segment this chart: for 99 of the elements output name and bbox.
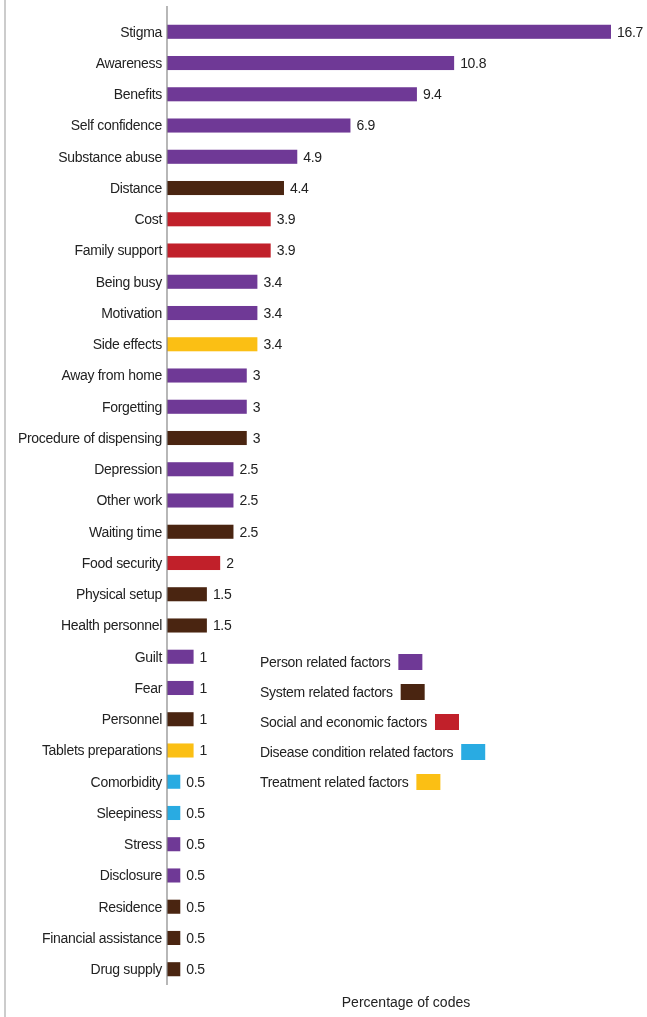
- x-axis-title: Percentage of codes: [341, 994, 471, 1010]
- bar: [167, 774, 181, 789]
- y-tick-label: Physical setup: [75, 586, 163, 603]
- y-tick-label: Procedure of dispensing: [17, 429, 162, 446]
- bar: [167, 274, 258, 289]
- data-label: 1.5: [212, 586, 232, 603]
- legend-label: Person related factors: [260, 653, 391, 670]
- data-label: 1: [199, 742, 208, 759]
- y-tick-label: Financial assistance: [41, 929, 163, 946]
- y-tick-label: Substance abuse: [58, 148, 163, 165]
- legend-label: Social and economic factors: [260, 713, 428, 730]
- y-tick-label: Motivation: [101, 304, 162, 321]
- bar: [167, 118, 351, 133]
- bar: [167, 493, 234, 508]
- y-tick-label: Health personnel: [60, 617, 163, 634]
- y-tick-label: Guilt: [134, 648, 163, 665]
- legend-label: Disease condition related factors: [260, 743, 454, 760]
- bar: [167, 87, 417, 102]
- bar: [167, 712, 194, 727]
- y-tick-label: Other work: [96, 492, 164, 509]
- y-tick-label: Away from home: [61, 367, 163, 384]
- data-label: 16.7: [617, 23, 644, 40]
- data-label: 6.9: [356, 117, 376, 134]
- bar: [167, 24, 611, 39]
- bar: [167, 899, 181, 914]
- data-label: 1: [199, 679, 208, 696]
- data-label: 0.5: [186, 773, 206, 790]
- y-tick-label: Stigma: [120, 23, 163, 40]
- y-tick-label: Sleepiness: [96, 804, 163, 821]
- data-label: 3: [252, 367, 261, 384]
- data-label: 3.9: [276, 242, 296, 259]
- bar: [167, 524, 234, 539]
- bar: [167, 212, 271, 227]
- bar: [167, 56, 455, 71]
- data-label: 9.4: [422, 86, 442, 103]
- y-tick-label: Forgetting: [101, 398, 162, 415]
- bar: [167, 180, 284, 196]
- y-tick-label: Depression: [94, 461, 162, 478]
- y-tick-label: Distance: [109, 179, 163, 196]
- y-tick-label: Cost: [134, 211, 163, 228]
- bar: [167, 837, 181, 852]
- y-tick-label: Waiting time: [89, 523, 163, 540]
- data-label: 4.4: [289, 179, 310, 196]
- bar: [167, 962, 181, 977]
- data-label: 0.5: [186, 867, 206, 884]
- bar: [167, 587, 207, 602]
- data-label: 4.9: [303, 148, 323, 165]
- legend-label: System related factors: [260, 683, 393, 700]
- data-label: 2.5: [239, 492, 259, 509]
- y-tick-label: Personnel: [101, 711, 163, 728]
- bar: [167, 399, 247, 414]
- y-tick-label: Drug supply: [90, 961, 163, 978]
- y-tick-label: Stress: [124, 836, 163, 853]
- data-label: 3.4: [263, 304, 283, 321]
- bar: [167, 555, 221, 571]
- y-tick-label: Fear: [134, 679, 163, 696]
- bar: [167, 305, 258, 321]
- data-label: 3: [252, 429, 261, 446]
- bar: [167, 930, 181, 945]
- bar: [167, 243, 271, 258]
- bar: [167, 618, 207, 633]
- data-label: 10.8: [460, 54, 487, 71]
- y-tick-label: Tablets preparations: [41, 742, 163, 759]
- data-label: 3.9: [276, 211, 296, 228]
- y-tick-label: Side effects: [92, 336, 163, 353]
- data-label: 0.5: [186, 804, 206, 821]
- y-tick-label: Benefits: [113, 86, 163, 103]
- data-label: 2: [226, 554, 235, 571]
- data-label: 0.5: [186, 898, 206, 915]
- data-label: 0.5: [186, 961, 206, 978]
- y-tick-label: Self confidence: [70, 117, 163, 134]
- data-label: 0.5: [186, 836, 206, 853]
- y-tick-label: Being busy: [95, 273, 163, 290]
- y-tick-label: Family support: [74, 242, 163, 259]
- data-label: 1.5: [212, 617, 232, 634]
- data-label: 3.4: [263, 273, 283, 290]
- data-label: 1: [199, 648, 208, 665]
- bar: [167, 430, 247, 446]
- bar: [167, 805, 181, 821]
- legend-label: Treatment related factors: [260, 773, 409, 790]
- y-tick-label: Awareness: [95, 54, 163, 71]
- y-tick-label: Disclosure: [99, 867, 163, 884]
- bar: [167, 149, 298, 164]
- bar: [167, 649, 194, 664]
- data-label: 2.5: [239, 461, 259, 478]
- y-tick-label: Comorbidity: [90, 773, 163, 790]
- bar: [167, 337, 258, 352]
- data-label: 0.5: [186, 929, 206, 946]
- bar: [167, 868, 181, 883]
- bar: [167, 462, 234, 477]
- data-label: 2.5: [239, 523, 259, 540]
- y-tick-label: Residence: [98, 898, 163, 915]
- data-label: 1: [199, 711, 208, 728]
- data-label: 3: [252, 398, 261, 415]
- bar: [167, 680, 194, 696]
- bar: [167, 743, 194, 758]
- y-tick-label: Food security: [81, 554, 163, 571]
- bar: [167, 368, 247, 383]
- data-label: 3.4: [263, 336, 283, 353]
